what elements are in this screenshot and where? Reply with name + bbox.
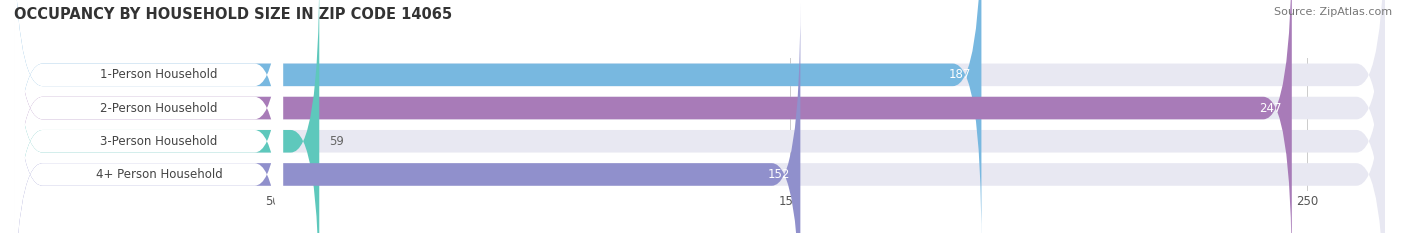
Text: OCCUPANCY BY HOUSEHOLD SIZE IN ZIP CODE 14065: OCCUPANCY BY HOUSEHOLD SIZE IN ZIP CODE … (14, 7, 453, 22)
FancyBboxPatch shape (14, 0, 1292, 233)
FancyBboxPatch shape (14, 0, 1385, 233)
Text: 3-Person Household: 3-Person Household (100, 135, 218, 148)
FancyBboxPatch shape (14, 3, 800, 233)
Text: 2-Person Household: 2-Person Household (100, 102, 218, 115)
FancyBboxPatch shape (14, 0, 981, 233)
FancyBboxPatch shape (14, 0, 283, 233)
FancyBboxPatch shape (14, 0, 1385, 233)
FancyBboxPatch shape (14, 3, 283, 233)
Text: 59: 59 (329, 135, 344, 148)
FancyBboxPatch shape (14, 0, 283, 233)
FancyBboxPatch shape (14, 0, 283, 233)
Text: 247: 247 (1258, 102, 1281, 115)
FancyBboxPatch shape (14, 3, 1385, 233)
Text: Source: ZipAtlas.com: Source: ZipAtlas.com (1274, 7, 1392, 17)
FancyBboxPatch shape (14, 0, 319, 233)
Text: 187: 187 (949, 68, 972, 81)
Text: 152: 152 (768, 168, 790, 181)
Text: 1-Person Household: 1-Person Household (100, 68, 218, 81)
FancyBboxPatch shape (14, 0, 1385, 233)
Text: 4+ Person Household: 4+ Person Household (96, 168, 222, 181)
